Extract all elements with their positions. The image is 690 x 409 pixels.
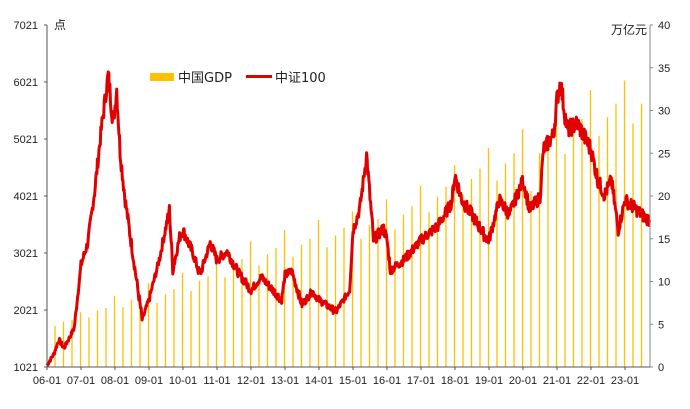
x-tick-label: 19-01 <box>475 375 503 387</box>
left-tick-label: 5021 <box>14 134 38 146</box>
left-tick-label: 1021 <box>14 362 38 374</box>
x-tick-label: 20-01 <box>509 375 537 387</box>
legend: 中国GDP 中证100 <box>150 67 326 86</box>
x-tick-label: 08-01 <box>101 375 129 387</box>
x-tick-label: 16-01 <box>373 375 401 387</box>
x-tick-label: 14-01 <box>305 375 333 387</box>
x-tick-label: 06-01 <box>33 375 61 387</box>
x-tick-label: 15-01 <box>339 375 367 387</box>
left-tick-label: 7021 <box>14 20 38 32</box>
right-tick-label: 20 <box>658 191 670 203</box>
left-tick-label: 6021 <box>14 77 38 89</box>
x-tick-label: 12-01 <box>237 375 265 387</box>
right-tick-label: 25 <box>658 148 670 160</box>
legend-swatch-gdp <box>150 72 174 81</box>
right-tick-label: 35 <box>658 63 670 75</box>
legend-label-gdp: 中国GDP <box>178 71 232 86</box>
legend-label-index: 中证100 <box>274 71 326 86</box>
right-tick-label: 5 <box>658 319 664 331</box>
right-tick-label: 30 <box>658 106 670 118</box>
x-tick-label: 11-01 <box>203 375 230 387</box>
right-tick-label: 10 <box>658 277 670 289</box>
x-tick-label: 18-01 <box>441 375 469 387</box>
right-axis-unit: 万亿元 <box>611 22 647 37</box>
x-tick-label: 23-01 <box>611 375 639 387</box>
x-tick-label: 10-01 <box>169 375 197 387</box>
x-tick-label: 21-01 <box>543 375 571 387</box>
left-tick-label: 4021 <box>14 191 38 203</box>
right-tick-label: 15 <box>658 234 670 246</box>
right-tick-label: 40 <box>658 20 670 32</box>
right-tick-label: 0 <box>658 362 664 374</box>
csi100-line <box>45 70 651 367</box>
x-tick-label: 09-01 <box>135 375 163 387</box>
left-tick-label: 2021 <box>14 305 38 317</box>
left-axis-unit: 点 <box>54 18 66 32</box>
left-tick-label: 3021 <box>14 248 38 260</box>
x-tick-label: 22-01 <box>577 375 605 387</box>
legend-swatch-index <box>245 75 272 78</box>
x-tick-label: 17-01 <box>407 375 435 387</box>
x-tick-label: 07-01 <box>67 375 95 387</box>
x-tick-label: 13-01 <box>271 375 299 387</box>
